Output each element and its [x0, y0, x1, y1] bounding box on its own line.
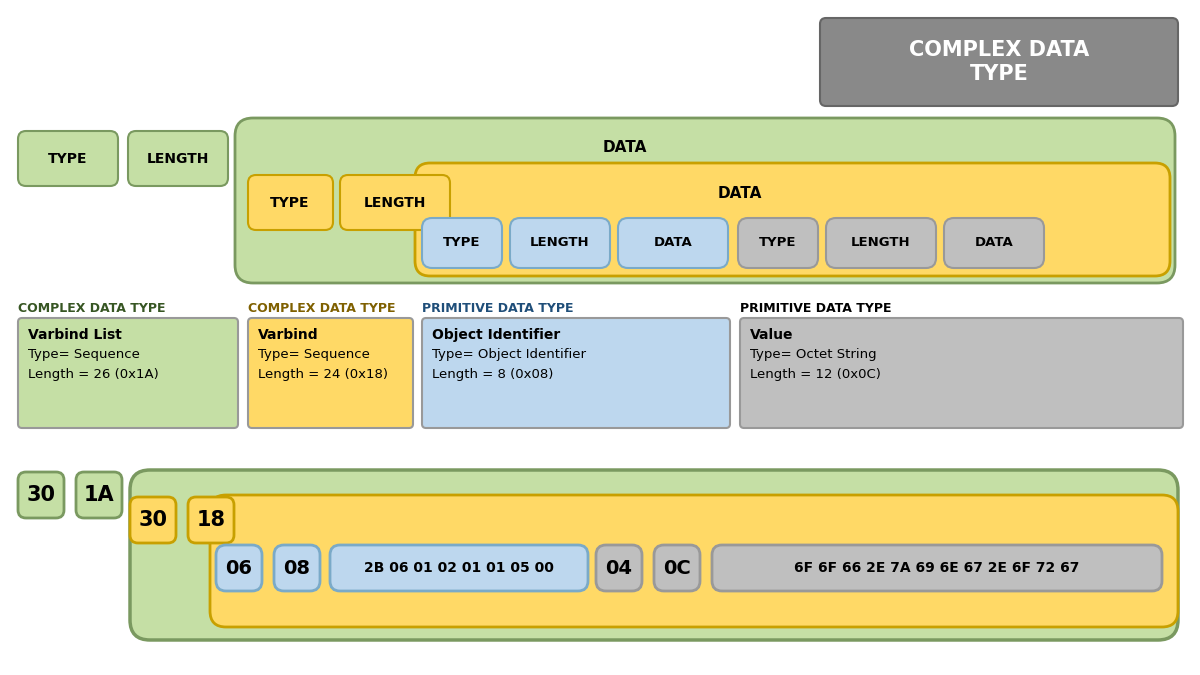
- Text: Type= Object Identifier: Type= Object Identifier: [432, 348, 586, 361]
- FancyBboxPatch shape: [18, 472, 64, 518]
- Text: 1A: 1A: [84, 485, 114, 505]
- Text: Length = 12 (0x0C): Length = 12 (0x0C): [750, 368, 881, 381]
- FancyBboxPatch shape: [216, 545, 262, 591]
- Text: Length = 8 (0x08): Length = 8 (0x08): [432, 368, 553, 381]
- FancyBboxPatch shape: [18, 318, 238, 428]
- Text: LENGTH: LENGTH: [530, 236, 590, 250]
- FancyBboxPatch shape: [18, 131, 118, 186]
- Text: PRIMITIVE DATA TYPE: PRIMITIVE DATA TYPE: [422, 302, 574, 315]
- Text: DATA: DATA: [602, 140, 647, 155]
- Text: 06: 06: [226, 558, 252, 578]
- Text: Object Identifier: Object Identifier: [432, 328, 560, 342]
- Text: Type= Sequence: Type= Sequence: [28, 348, 140, 361]
- Text: TYPE: TYPE: [760, 236, 797, 250]
- FancyBboxPatch shape: [740, 318, 1183, 428]
- Text: Type= Sequence: Type= Sequence: [258, 348, 370, 361]
- FancyBboxPatch shape: [235, 118, 1175, 283]
- FancyBboxPatch shape: [422, 318, 730, 428]
- Text: TYPE: TYPE: [270, 196, 310, 210]
- FancyBboxPatch shape: [128, 131, 228, 186]
- Text: TYPE: TYPE: [443, 236, 481, 250]
- Text: PRIMITIVE DATA TYPE: PRIMITIVE DATA TYPE: [740, 302, 892, 315]
- FancyBboxPatch shape: [820, 18, 1178, 106]
- Text: 18: 18: [197, 510, 226, 530]
- FancyBboxPatch shape: [415, 163, 1170, 276]
- FancyBboxPatch shape: [596, 545, 642, 591]
- Text: Varbind List: Varbind List: [28, 328, 122, 342]
- FancyBboxPatch shape: [76, 472, 122, 518]
- Text: Value: Value: [750, 328, 793, 342]
- Text: 04: 04: [606, 558, 632, 578]
- Text: LENGTH: LENGTH: [364, 196, 426, 210]
- Text: 6F 6F 66 2E 7A 69 6E 67 2E 6F 72 67: 6F 6F 66 2E 7A 69 6E 67 2E 6F 72 67: [794, 561, 1080, 575]
- FancyBboxPatch shape: [248, 175, 334, 230]
- FancyBboxPatch shape: [248, 318, 413, 428]
- Text: COMPLEX DATA TYPE: COMPLEX DATA TYPE: [18, 302, 166, 315]
- FancyBboxPatch shape: [654, 545, 700, 591]
- FancyBboxPatch shape: [826, 218, 936, 268]
- FancyBboxPatch shape: [274, 545, 320, 591]
- Text: Length = 24 (0x18): Length = 24 (0x18): [258, 368, 388, 381]
- Text: 08: 08: [283, 558, 311, 578]
- Text: DATA: DATA: [654, 236, 692, 250]
- FancyBboxPatch shape: [944, 218, 1044, 268]
- Text: Type= Octet String: Type= Octet String: [750, 348, 877, 361]
- FancyBboxPatch shape: [330, 545, 588, 591]
- FancyBboxPatch shape: [422, 218, 502, 268]
- Text: COMPLEX DATA TYPE: COMPLEX DATA TYPE: [248, 302, 396, 315]
- Text: 2B 06 01 02 01 01 05 00: 2B 06 01 02 01 01 05 00: [364, 561, 554, 575]
- FancyBboxPatch shape: [738, 218, 818, 268]
- FancyBboxPatch shape: [130, 497, 176, 543]
- FancyBboxPatch shape: [618, 218, 728, 268]
- FancyBboxPatch shape: [340, 175, 450, 230]
- FancyBboxPatch shape: [210, 495, 1178, 627]
- FancyBboxPatch shape: [510, 218, 610, 268]
- Text: LENGTH: LENGTH: [146, 152, 209, 166]
- Text: COMPLEX DATA
TYPE: COMPLEX DATA TYPE: [908, 40, 1090, 84]
- Text: DATA: DATA: [974, 236, 1013, 250]
- Text: LENGTH: LENGTH: [851, 236, 911, 250]
- Text: DATA: DATA: [718, 186, 762, 200]
- Text: Length = 26 (0x1A): Length = 26 (0x1A): [28, 368, 158, 381]
- FancyBboxPatch shape: [188, 497, 234, 543]
- Text: TYPE: TYPE: [48, 152, 88, 166]
- Text: Varbind: Varbind: [258, 328, 319, 342]
- FancyBboxPatch shape: [712, 545, 1162, 591]
- FancyBboxPatch shape: [130, 470, 1178, 640]
- Text: 30: 30: [26, 485, 55, 505]
- Text: 0C: 0C: [664, 558, 691, 578]
- Text: 30: 30: [138, 510, 168, 530]
